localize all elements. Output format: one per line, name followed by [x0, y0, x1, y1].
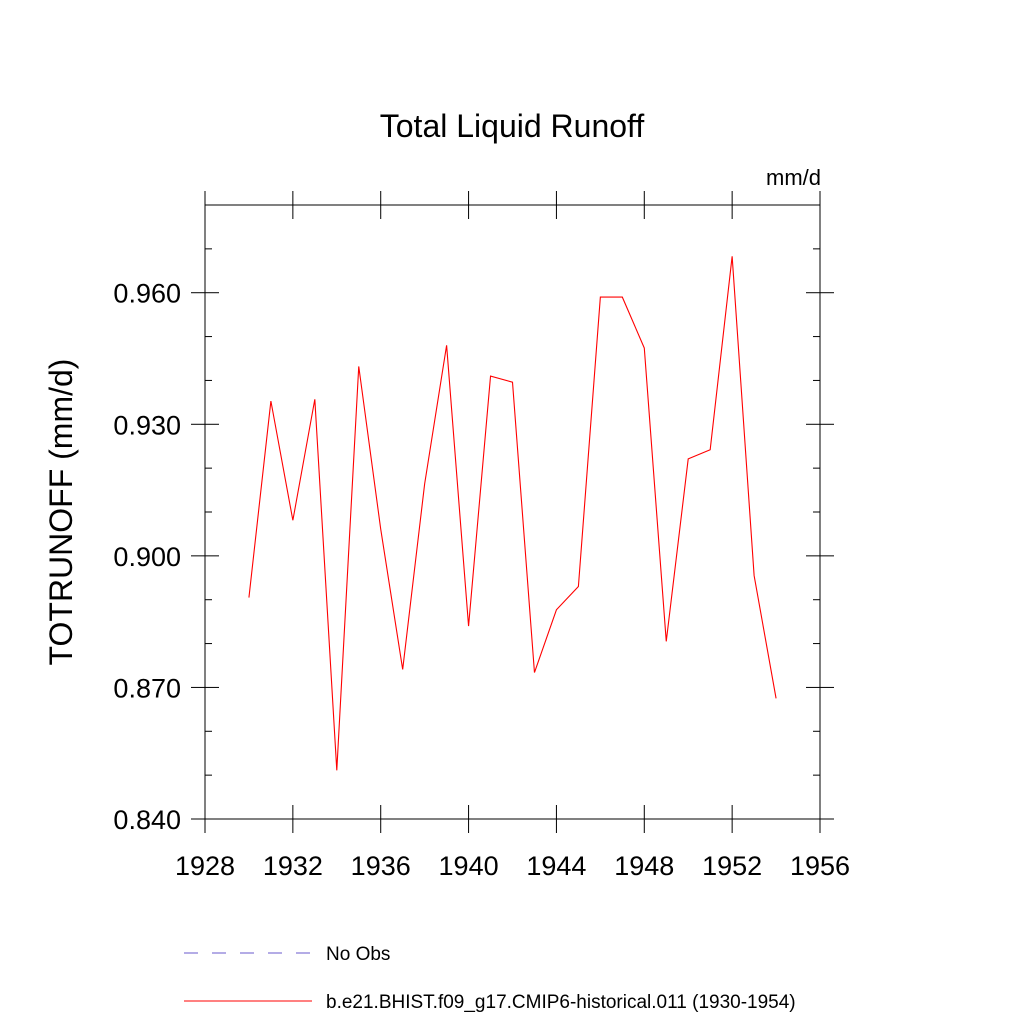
y-tick-label: 0.870 — [113, 673, 181, 703]
plot-area — [205, 205, 820, 819]
units-label: mm/d — [766, 165, 821, 190]
x-axis-ticks: 1928 1932 1936 1940 1944 1948 1952 1956 — [175, 191, 850, 881]
y-axis-label: TOTRUNOFF (mm/d) — [43, 359, 79, 666]
legend-label: No Obs — [326, 944, 390, 965]
legend-label: b.e21.BHIST.f09_g17.CMIP6-historical.011… — [326, 992, 796, 1013]
legend: No Obs b.e21.BHIST.f09_g17.CMIP6-historic… — [184, 944, 796, 1013]
series-line — [249, 256, 776, 770]
y-axis-ticks: 0.840 0.870 0.900 0.930 0.960 — [113, 205, 834, 835]
x-tick-label: 1932 — [263, 851, 323, 881]
x-tick-label: 1948 — [614, 851, 674, 881]
y-tick-label: 0.900 — [113, 542, 181, 572]
x-tick-label: 1940 — [439, 851, 499, 881]
x-tick-label: 1956 — [790, 851, 850, 881]
y-tick-label: 0.930 — [113, 410, 181, 440]
y-tick-label: 0.960 — [113, 279, 181, 309]
y-tick-label: 0.840 — [113, 805, 181, 835]
x-tick-label: 1944 — [526, 851, 586, 881]
x-tick-label: 1936 — [351, 851, 411, 881]
chart-title: Total Liquid Runoff — [380, 108, 645, 144]
x-tick-label: 1928 — [175, 851, 235, 881]
x-tick-label: 1952 — [702, 851, 762, 881]
